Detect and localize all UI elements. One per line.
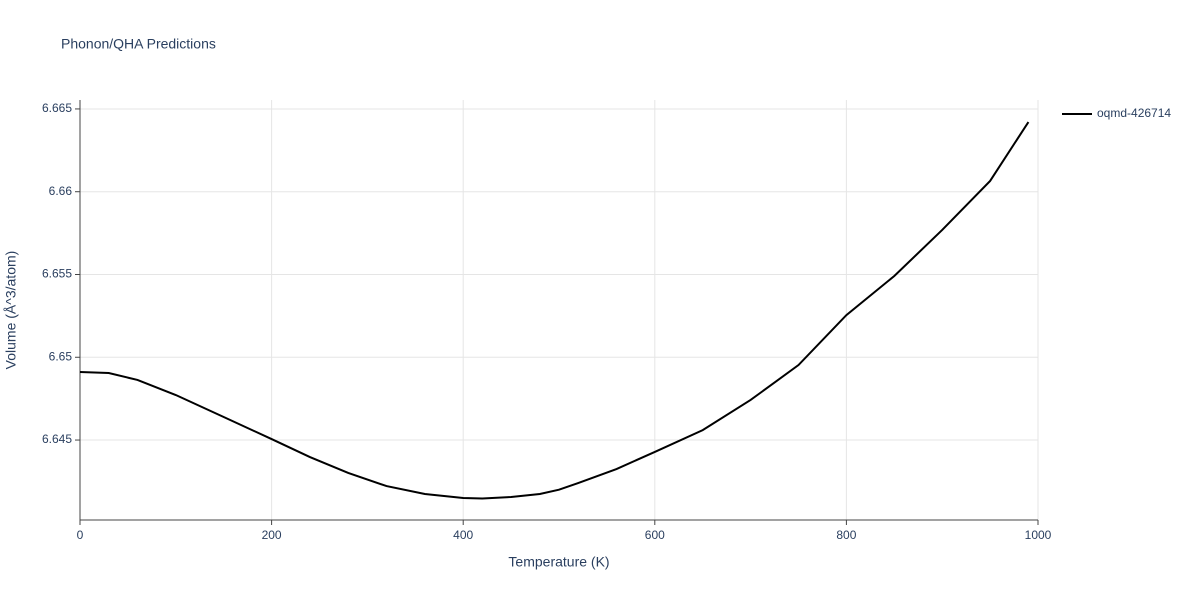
x-tick-label: 800 [836, 528, 856, 542]
y-tick-label: 6.655 [42, 267, 72, 281]
x-tick-label: 1000 [1025, 528, 1052, 542]
line-series [79, 121, 1030, 500]
x-tick-label: 0 [77, 528, 84, 542]
y-tick-label: 6.65 [49, 349, 73, 363]
chart-title: Phonon/QHA Predictions [61, 36, 216, 52]
legend-label: oqmd-426714 [1097, 106, 1171, 120]
x-tick-label: 400 [453, 528, 473, 542]
y-tick-label: 6.66 [49, 184, 73, 198]
y-tick-label: 6.665 [42, 101, 72, 115]
y-axis-title: Volume (Å^3/atom) [3, 251, 19, 370]
x-tick-label: 600 [645, 528, 665, 542]
x-axis-title: Temperature (K) [508, 554, 609, 570]
x-tick-label: 200 [262, 528, 282, 542]
y-tick-label: 6.645 [42, 432, 72, 446]
